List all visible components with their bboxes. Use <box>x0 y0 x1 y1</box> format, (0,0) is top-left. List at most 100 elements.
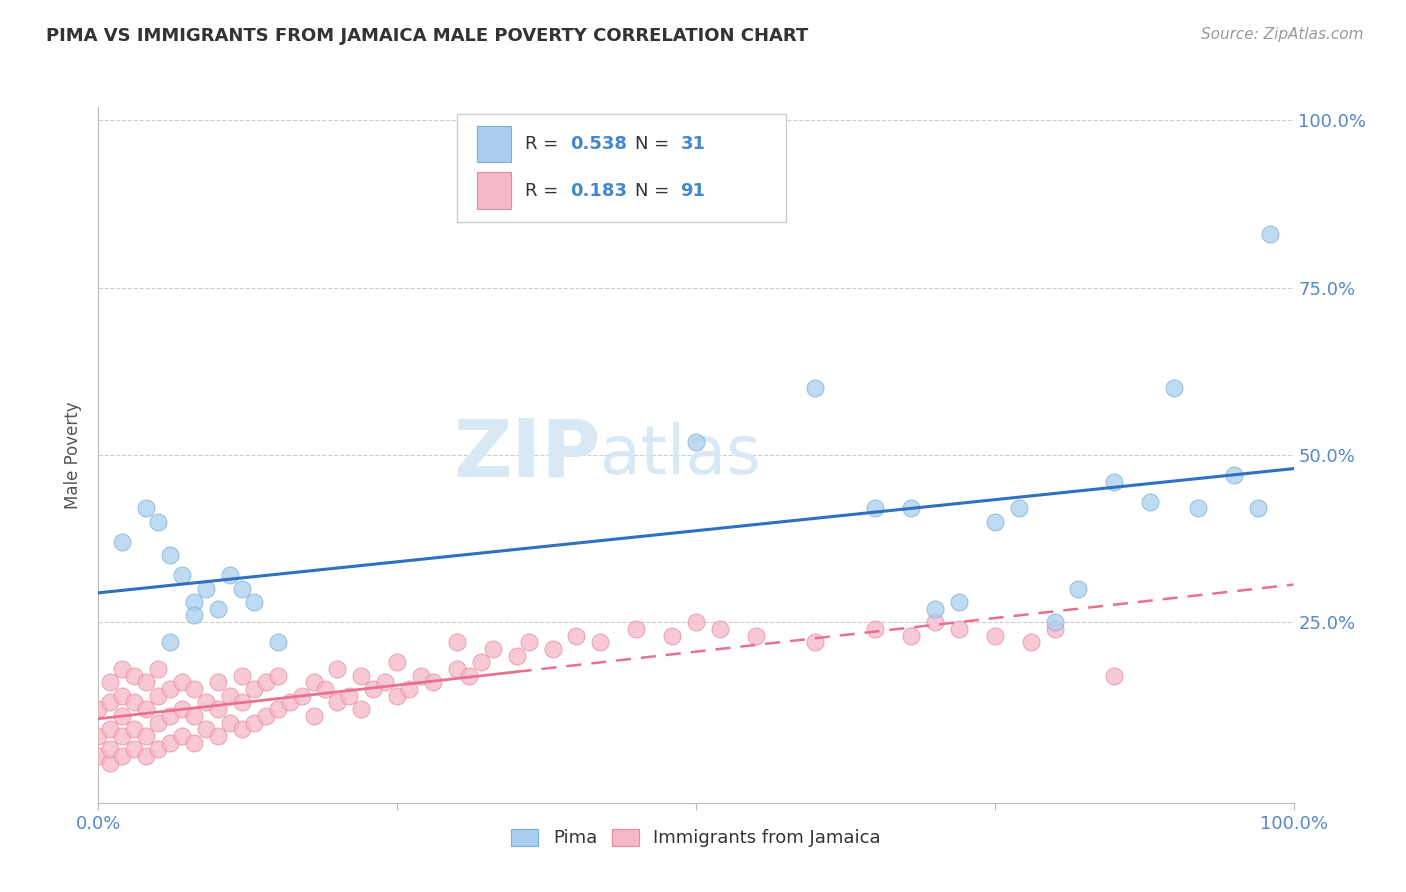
Point <box>984 515 1007 529</box>
Point <box>900 628 922 642</box>
Point <box>350 702 373 716</box>
Point <box>865 622 887 636</box>
Point <box>87 729 110 743</box>
Point <box>626 622 648 636</box>
Point <box>541 642 564 657</box>
Point <box>267 669 290 683</box>
Point <box>804 635 827 649</box>
Point <box>685 434 707 449</box>
Point <box>339 689 361 703</box>
Point <box>243 682 266 697</box>
Point <box>411 669 433 683</box>
Point <box>924 615 946 630</box>
Text: atlas: atlas <box>600 422 761 488</box>
Point <box>148 662 170 676</box>
Point <box>172 729 194 743</box>
Point <box>148 515 170 529</box>
Point <box>98 675 122 690</box>
Point <box>111 535 134 549</box>
Point <box>219 689 242 703</box>
Point <box>661 628 683 642</box>
Point <box>385 689 409 703</box>
Point <box>124 669 146 683</box>
Point <box>98 756 122 770</box>
Point <box>183 708 205 723</box>
Point <box>159 548 181 563</box>
Point <box>350 669 373 683</box>
Point <box>804 381 827 395</box>
Point <box>183 735 205 749</box>
Point <box>172 702 194 716</box>
Point <box>481 642 505 657</box>
Point <box>326 662 349 676</box>
Point <box>231 696 253 710</box>
Point <box>135 749 157 764</box>
Point <box>124 742 146 756</box>
Point <box>195 696 218 710</box>
Point <box>219 568 242 582</box>
Point <box>1019 635 1042 649</box>
Point <box>1247 501 1270 516</box>
Legend: Pima, Immigrants from Jamaica: Pima, Immigrants from Jamaica <box>502 820 890 856</box>
Point <box>111 708 134 723</box>
Point <box>98 696 122 710</box>
Point <box>148 742 170 756</box>
Point <box>948 595 970 609</box>
Point <box>207 729 229 743</box>
Point <box>111 689 134 703</box>
Point <box>231 723 253 737</box>
Point <box>948 622 970 636</box>
Point <box>398 682 420 697</box>
Point <box>302 708 325 723</box>
Point <box>291 689 314 703</box>
Point <box>470 655 492 669</box>
Point <box>1163 381 1185 395</box>
Point <box>124 723 146 737</box>
Point <box>589 635 612 649</box>
Point <box>374 675 396 690</box>
Point <box>326 696 349 710</box>
Point <box>195 582 218 596</box>
Text: 0.183: 0.183 <box>571 182 627 200</box>
Point <box>984 628 1007 642</box>
Point <box>231 669 253 683</box>
Point <box>135 729 157 743</box>
Point <box>709 622 731 636</box>
Point <box>195 723 218 737</box>
Point <box>1187 501 1209 516</box>
Text: 91: 91 <box>681 182 706 200</box>
Point <box>219 715 242 730</box>
Point <box>1043 615 1066 630</box>
Text: R =: R = <box>524 135 564 153</box>
Point <box>243 595 266 609</box>
Point <box>111 662 134 676</box>
Point <box>159 682 181 697</box>
Point <box>172 675 194 690</box>
Point <box>267 635 290 649</box>
Point <box>1067 582 1090 596</box>
Point <box>1104 475 1126 489</box>
Point <box>517 635 540 649</box>
Point <box>148 715 170 730</box>
Point <box>207 602 229 616</box>
Point <box>565 628 588 642</box>
Point <box>243 715 266 730</box>
Point <box>385 655 409 669</box>
Point <box>924 602 946 616</box>
Point <box>900 501 922 516</box>
Text: 0.538: 0.538 <box>571 135 627 153</box>
Point <box>278 696 301 710</box>
Point <box>363 682 385 697</box>
Point <box>111 749 134 764</box>
Point <box>254 708 277 723</box>
Point <box>302 675 325 690</box>
Point <box>1258 227 1281 242</box>
Text: PIMA VS IMMIGRANTS FROM JAMAICA MALE POVERTY CORRELATION CHART: PIMA VS IMMIGRANTS FROM JAMAICA MALE POV… <box>46 27 808 45</box>
FancyBboxPatch shape <box>457 114 786 222</box>
Text: N =: N = <box>636 182 675 200</box>
Point <box>159 708 181 723</box>
Point <box>446 662 468 676</box>
Point <box>124 696 146 710</box>
Y-axis label: Male Poverty: Male Poverty <box>65 401 83 508</box>
Point <box>87 702 110 716</box>
